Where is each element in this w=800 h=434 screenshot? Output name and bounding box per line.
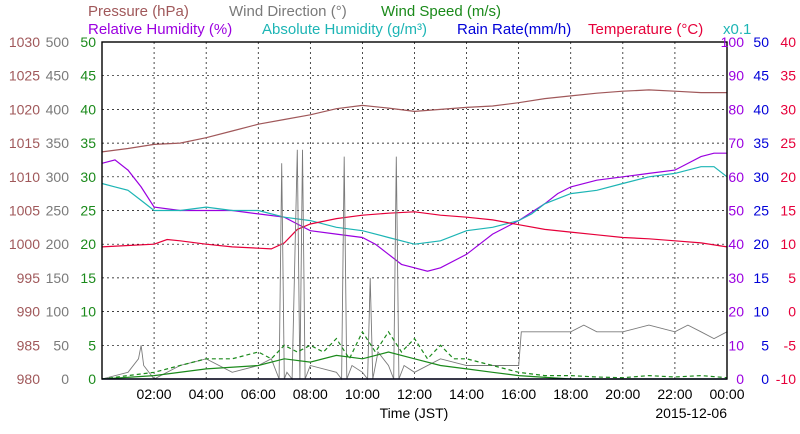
wind-direction-tick-label: 450	[46, 68, 70, 84]
legend-absolute-humidity: Absolute Humidity (g/m³)	[262, 21, 427, 38]
wind-direction-tick-label: 150	[46, 270, 70, 286]
x-axis-title: Time (JST)	[380, 405, 449, 421]
wind-direction-tick-label: 250	[46, 203, 70, 219]
series-absolute-humidity-line	[101, 166, 728, 245]
wind-speed-tick-label: 10	[80, 304, 96, 320]
wind-speed-tick-label: 40	[80, 101, 96, 117]
rain-rate-tick-label: 40	[753, 101, 769, 117]
wind-speed-tick-label: 35	[80, 135, 96, 151]
relative-humidity-tick-label: 10	[728, 337, 744, 353]
temperature-tick-label: -5	[784, 337, 797, 353]
rain-rate-tick-label: 30	[753, 169, 769, 185]
rain-rate-tick-label: 5	[761, 337, 769, 353]
rain-rate-tick-label: 10	[753, 304, 769, 320]
series-temperature-line	[101, 211, 728, 250]
rain-rate-tick-label: 45	[753, 68, 769, 84]
x-tick-label: 02:00	[137, 386, 172, 402]
relative-humidity-tick-label: 100	[721, 34, 745, 50]
x-tick-label: 20:00	[605, 386, 640, 402]
wind-speed-tick-label: 50	[80, 34, 96, 50]
pressure-tick-label: 1020	[9, 101, 40, 117]
relative-humidity-tick-label: 80	[728, 101, 744, 117]
wind-speed-tick-label: 45	[80, 68, 96, 84]
relative-humidity-tick-label: 70	[728, 135, 744, 151]
wind-direction-tick-label: 300	[46, 169, 70, 185]
legend-wind-speed: Wind Speed (m/s)	[381, 3, 501, 20]
relative-humidity-tick-label: 40	[728, 236, 744, 252]
pressure-tick-label: 980	[17, 371, 41, 387]
temperature-tick-label: 40	[780, 34, 796, 50]
series-wind-speed-line	[101, 330, 728, 380]
x-tick-label: 22:00	[657, 386, 692, 402]
legend-temperature: Temperature (°C)	[588, 21, 703, 38]
pressure-tick-label: 1015	[9, 135, 40, 151]
rain-rate-tick-label: 25	[753, 203, 769, 219]
wind-speed-tick-label: 5	[88, 337, 96, 353]
x-tick-label: 08:00	[293, 386, 328, 402]
x-tick-label: 00:00	[709, 386, 744, 402]
relative-humidity-tick-label: 30	[728, 270, 744, 286]
temperature-tick-label: 30	[780, 101, 796, 117]
series-relative-humidity-line	[101, 152, 727, 272]
temperature-tick-label: 20	[780, 169, 796, 185]
x-tick-label: 06:00	[241, 386, 276, 402]
temperature-tick-label: 0	[788, 304, 796, 320]
pressure-tick-label: 1025	[9, 68, 40, 84]
pressure-tick-label: 990	[17, 304, 41, 320]
wind-direction-tick-label: 100	[46, 304, 70, 320]
wind-direction-tick-label: 500	[46, 34, 70, 50]
plot-frame	[101, 41, 728, 380]
temperature-tick-label: 35	[780, 68, 796, 84]
temperature-tick-label: 10	[780, 236, 796, 252]
relative-humidity-tick-label: 50	[728, 203, 744, 219]
pressure-tick-label: 985	[17, 337, 41, 353]
wind-speed-tick-label: 30	[80, 169, 96, 185]
relative-humidity-tick-label: 20	[728, 304, 744, 320]
rain-rate-tick-label: 50	[753, 34, 769, 50]
rain-rate-tick-label: 20	[753, 236, 769, 252]
relative-humidity-tick-label: 0	[736, 371, 744, 387]
wind-speed-tick-label: 0	[88, 371, 96, 387]
rain-rate-tick-label: 0	[761, 371, 769, 387]
wind-direction-tick-label: 0	[61, 371, 69, 387]
legend-abs-scale: x0.1	[723, 21, 751, 38]
pressure-tick-label: 1030	[9, 34, 40, 50]
x-tick-label: 14:00	[449, 386, 484, 402]
x-tick-label: 16:00	[501, 386, 536, 402]
wind-speed-tick-label: 20	[80, 236, 96, 252]
wind-direction-tick-label: 400	[46, 101, 70, 117]
x-tick-label: 12:00	[397, 386, 432, 402]
wind-speed-tick-label: 25	[80, 203, 96, 219]
axes-layer: 9809859909951000100510101015102010251030…	[9, 34, 796, 402]
legend-relative-humidity: Relative Humidity (%)	[88, 21, 232, 38]
wind-direction-tick-label: 350	[46, 135, 70, 151]
legend-wind-direction: Wind Direction (°)	[229, 3, 347, 20]
x-tick-label: 04:00	[189, 386, 224, 402]
pressure-tick-label: 1005	[9, 203, 40, 219]
temperature-tick-label: -10	[776, 371, 796, 387]
series-pressure-line	[101, 89, 727, 153]
pressure-tick-label: 1000	[9, 236, 40, 252]
pressure-tick-label: 1010	[9, 169, 40, 185]
wind-speed-tick-label: 15	[80, 270, 96, 286]
relative-humidity-tick-label: 60	[728, 169, 744, 185]
wind-direction-tick-label: 200	[46, 236, 70, 252]
x-tick-label: 10:00	[345, 386, 380, 402]
relative-humidity-tick-label: 90	[728, 68, 744, 84]
pressure-tick-label: 995	[17, 270, 41, 286]
temperature-tick-label: 5	[788, 270, 796, 286]
legend: Pressure (hPa) Wind Direction (°) Wind Spe…	[88, 3, 751, 38]
rain-rate-tick-label: 35	[753, 135, 769, 151]
wind-direction-tick-label: 50	[53, 337, 69, 353]
x-tick-label: 18:00	[553, 386, 588, 402]
temperature-tick-label: 25	[780, 135, 796, 151]
legend-rain-rate: Rain Rate(mm/h)	[457, 21, 571, 38]
series-wind-direction-line	[101, 149, 728, 381]
chart-date: 2015-12-06	[655, 405, 727, 421]
rain-rate-tick-label: 15	[753, 270, 769, 286]
legend-pressure: Pressure (hPa)	[88, 3, 189, 20]
temperature-tick-label: 15	[780, 203, 796, 219]
